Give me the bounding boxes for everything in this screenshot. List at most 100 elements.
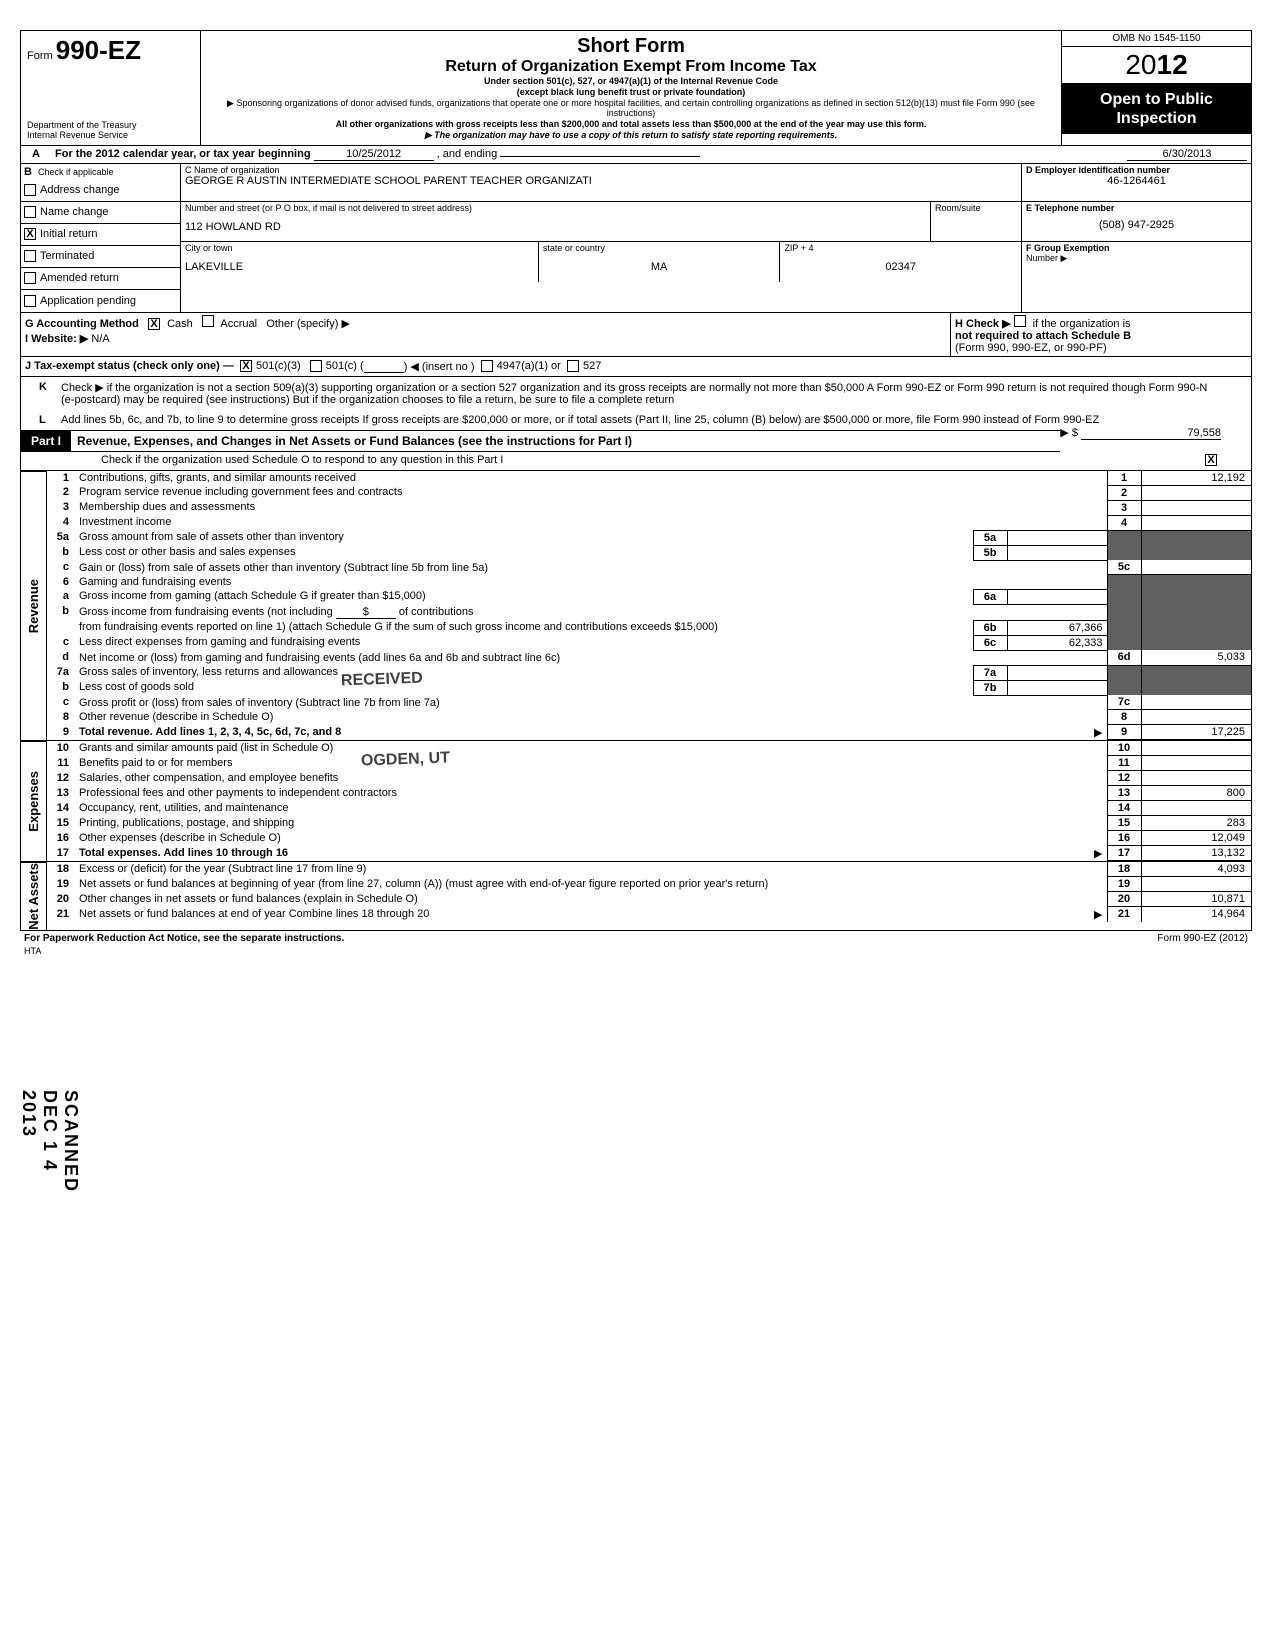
- j-insert-no: [364, 360, 404, 373]
- row-k: K Check ▶ if the organization is not a s…: [21, 377, 1251, 410]
- line-17-val: 13,132: [1141, 846, 1251, 861]
- line-3-desc: Membership dues and assessments: [75, 500, 1107, 515]
- chk-initial[interactable]: X: [24, 228, 36, 240]
- line-21-val: 14,964: [1141, 907, 1251, 922]
- line-1-desc: Contributions, gifts, grants, and simila…: [75, 471, 1107, 486]
- chk-accrual[interactable]: [202, 315, 214, 327]
- header-grid: BCheck if applicable Address change Name…: [21, 164, 1251, 313]
- room-label: Room/suite: [935, 203, 1017, 213]
- line-6d-desc: Net income or (loss) from gaming and fun…: [75, 650, 1107, 665]
- netassets-table: 18Excess or (deficit) for the year (Subt…: [47, 862, 1251, 922]
- line-3-val: [1141, 500, 1251, 515]
- line-13-desc: Professional fees and other payments to …: [75, 786, 1107, 801]
- expenses-section: Expenses 10Grants and similar amounts pa…: [21, 740, 1251, 861]
- chk-501c3[interactable]: X: [240, 360, 252, 372]
- line-6-desc: Gaming and fundraising events: [75, 575, 1107, 590]
- line-21-arrow: ▶: [1094, 908, 1102, 921]
- line-5a-mval: [1007, 530, 1107, 545]
- chk-527[interactable]: [567, 360, 579, 372]
- accrual-label: Accrual: [220, 318, 257, 330]
- tax-year: 20201212: [1062, 47, 1251, 84]
- chk-amended[interactable]: [24, 272, 36, 284]
- scanned-stamp: SCANNED DEC 1 4 2013: [18, 1090, 81, 1193]
- other-label: Other (specify) ▶: [266, 318, 350, 330]
- form-prefix: Form: [27, 50, 53, 62]
- label-f2: Number ▶: [1026, 253, 1247, 264]
- expenses-table: 10Grants and similar amounts paid (list …: [47, 741, 1251, 861]
- line-14-val: [1141, 801, 1251, 816]
- l-arrow: ▶ $: [1060, 427, 1078, 439]
- line-5c-val: [1141, 560, 1251, 575]
- line-2-desc: Program service revenue including govern…: [75, 485, 1107, 500]
- j-insert-label: ) ◀ (insert no ): [404, 360, 475, 373]
- chk-terminated[interactable]: [24, 250, 36, 262]
- l-text: Add lines 5b, 6c, and 7b, to line 9 to d…: [61, 414, 1099, 426]
- netassets-section: Net Assets 18Excess or (deficit) for the…: [21, 861, 1251, 930]
- state-label: state or country: [543, 243, 776, 253]
- part1-sub-text: Check if the organization used Schedule …: [101, 454, 503, 466]
- line-19-desc: Net assets or fund balances at beginning…: [75, 877, 1107, 892]
- line-7c-val: [1141, 695, 1251, 710]
- cash-label: Cash: [167, 318, 193, 330]
- label-a: A: [21, 146, 51, 163]
- side-expenses: Expenses: [26, 771, 41, 832]
- label-b: B: [24, 166, 38, 178]
- line-10-desc: Grants and similar amounts paid (list in…: [75, 741, 1107, 756]
- j-501c3: 501(c)(3): [256, 360, 301, 373]
- line-8-val: [1141, 710, 1251, 725]
- line-20-val: 10,871: [1141, 892, 1251, 907]
- line-5a-desc: Gross amount from sale of assets other t…: [75, 530, 973, 545]
- line-6b-d1c: of contributions: [399, 606, 474, 618]
- revenue-section: RECEIVED OGDEN, UT Revenue 1Contribution…: [21, 471, 1251, 741]
- section-subtitle: Under section 501(c), 527, or 4947(a)(1)…: [209, 76, 1053, 87]
- label-l: L: [39, 414, 46, 426]
- chk-schedule-o[interactable]: X: [1205, 454, 1217, 466]
- chk-sched-b[interactable]: [1014, 315, 1026, 327]
- zip-label: ZIP + 4: [784, 243, 1017, 253]
- chk-pending[interactable]: [24, 295, 36, 307]
- j-527: 527: [583, 360, 601, 373]
- line-2-val: [1141, 485, 1251, 500]
- footer: For Paperwork Reduction Act Notice, see …: [20, 931, 1252, 946]
- copy-note: The organization may have to use a copy …: [209, 130, 1053, 141]
- chk-cash[interactable]: X: [148, 318, 160, 330]
- chk-4947[interactable]: [481, 360, 493, 372]
- street: 112 HOWLAND RD: [185, 221, 926, 233]
- label-c: C Name of organization: [185, 165, 1017, 175]
- threshold-note: All other organizations with gross recei…: [209, 119, 1053, 130]
- line-7a-mval: [1007, 665, 1107, 680]
- ein: 46-1264461: [1026, 175, 1247, 187]
- line-19-val: [1141, 877, 1251, 892]
- chk-terminated-label: Terminated: [40, 250, 94, 262]
- chk-501c[interactable]: [310, 360, 322, 372]
- chk-name[interactable]: [24, 206, 36, 218]
- form-header: Form 990-EZ Department of the Treasury I…: [21, 31, 1251, 146]
- footer-right: Form 990-EZ (2012): [1157, 933, 1248, 944]
- period-blank: [500, 156, 700, 157]
- label-d: D Employer identification number: [1026, 165, 1247, 175]
- line-6c-mval: 62,333: [1007, 635, 1107, 650]
- line-4-desc: Investment income: [75, 515, 1107, 530]
- zip: 02347: [784, 261, 1017, 273]
- chk-pending-label: Application pending: [40, 295, 136, 307]
- footer-hta: HTA: [20, 946, 1252, 956]
- period-text: For the 2012 calendar year, or tax year …: [55, 148, 311, 160]
- h-text2: not required to attach Schedule B: [955, 330, 1131, 342]
- return-title: Return of Organization Exempt From Incom…: [209, 58, 1053, 76]
- h-text3: (Form 990, 990-EZ, or 990-PF): [955, 342, 1107, 354]
- part1-bar: Part I Revenue, Expenses, and Changes in…: [21, 430, 1060, 452]
- line-10-val: [1141, 741, 1251, 756]
- line-13-val: 800: [1141, 786, 1251, 801]
- period-begin: 10/25/2012: [314, 148, 434, 161]
- label-g: G Accounting Method: [25, 318, 139, 330]
- label-k: K: [39, 381, 47, 393]
- side-netassets: Net Assets: [26, 863, 41, 930]
- period-mid: , and ending: [437, 148, 498, 160]
- phone: (508) 947-2925: [1026, 219, 1247, 231]
- line-18-desc: Excess or (deficit) for the year (Subtra…: [75, 862, 1107, 877]
- open-pub-2: Inspection: [1064, 109, 1249, 128]
- city-label: City or town: [185, 243, 534, 253]
- chk-address[interactable]: [24, 184, 36, 196]
- line-14-desc: Occupancy, rent, utilities, and maintena…: [75, 801, 1107, 816]
- line-15-desc: Printing, publications, postage, and shi…: [75, 816, 1107, 831]
